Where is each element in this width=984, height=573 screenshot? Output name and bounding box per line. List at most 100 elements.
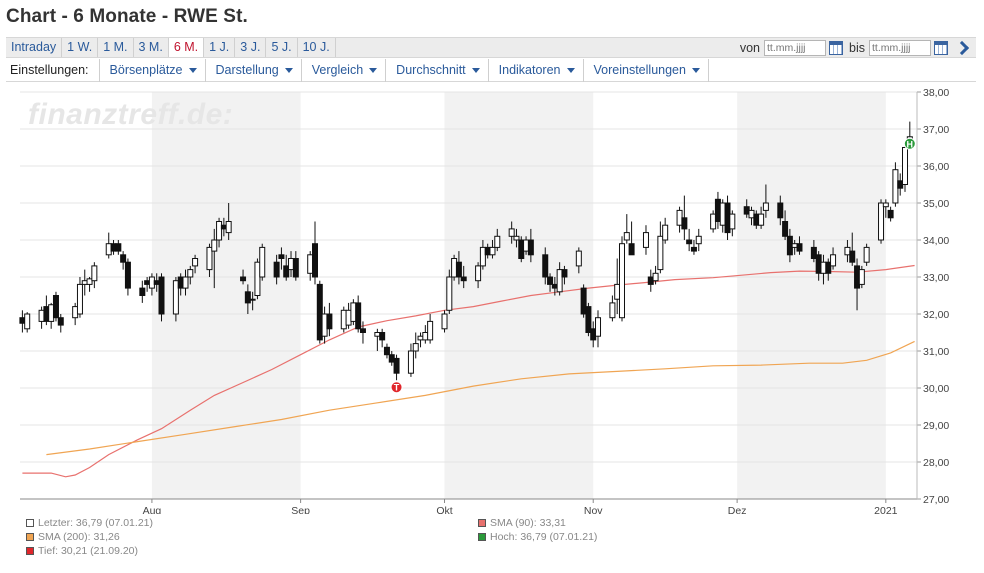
- menu-average[interactable]: Durchschnitt: [386, 58, 489, 82]
- y-tick-label: 38,00: [923, 87, 949, 99]
- calendar-icon[interactable]: [934, 41, 948, 55]
- tab-6-months[interactable]: 6 M.: [168, 38, 205, 57]
- candle-body: [484, 246, 491, 256]
- candle-body: [786, 235, 793, 256]
- chevron-right-icon[interactable]: [956, 41, 966, 55]
- candle-body: [451, 258, 458, 278]
- legend-label: Letzter: 36,79 (07.01.21): [38, 517, 153, 529]
- period-toolbar: Intraday 1 W. 1 M. 3 M. 6 M. 1 J. 3 J. 5…: [6, 37, 976, 58]
- candle-body: [810, 246, 817, 259]
- candle-body: [628, 243, 635, 256]
- candle-body: [561, 269, 568, 278]
- candle-body: [695, 235, 702, 245]
- candle-body: [91, 265, 98, 282]
- candle-body: [153, 280, 160, 285]
- legend-label: Hoch: 36,79 (07.01.21): [490, 531, 598, 543]
- candle-body: [820, 261, 827, 274]
- candle-body: [887, 209, 894, 219]
- caret-down-icon: [471, 67, 480, 73]
- candle-body: [321, 313, 328, 337]
- y-tick-label: 28,00: [923, 457, 949, 469]
- tab-1-year[interactable]: 1 J.: [204, 38, 236, 57]
- menu-compare[interactable]: Vergleich: [302, 58, 387, 82]
- candle-body: [254, 261, 261, 296]
- candle-body: [690, 246, 697, 252]
- candle-body: [513, 235, 520, 241]
- menu-presets[interactable]: Voreinstellungen: [584, 58, 709, 82]
- legend-entry: Hoch: 36,79 (07.01.21): [478, 531, 597, 543]
- candle-body: [225, 221, 232, 234]
- candle-body: [758, 213, 765, 226]
- legend-entry: SMA (200): 31,26: [26, 531, 120, 543]
- menu-indicators[interactable]: Indikatoren: [489, 58, 584, 82]
- candle-body: [796, 243, 803, 252]
- candle-body: [316, 283, 323, 341]
- candle-body: [57, 317, 64, 326]
- chart-legend: Letzter: 36,79 (07.01.21) SMA (90): 33,31…: [26, 517, 726, 561]
- candle-body: [777, 202, 784, 219]
- candle-body: [710, 213, 717, 230]
- tab-5-years[interactable]: 5 J.: [266, 38, 298, 57]
- y-tick-label: 33,00: [923, 272, 949, 284]
- candle-body: [158, 276, 165, 315]
- y-tick-label: 37,00: [923, 124, 949, 136]
- candle-body: [72, 306, 79, 319]
- candle-body: [460, 276, 467, 282]
- menu-label: Voreinstellungen: [593, 62, 686, 77]
- x-tick-label: 2021: [874, 505, 898, 514]
- candle-body: [105, 243, 112, 256]
- candle-body: [144, 280, 151, 285]
- menu-exchanges[interactable]: Börsenplätze: [100, 58, 206, 82]
- candle-body: [748, 209, 755, 219]
- legend-entry: SMA (90): 33,31: [478, 517, 566, 529]
- candle-body: [288, 258, 295, 271]
- x-tick-label: Okt: [436, 505, 452, 514]
- marker-label: H: [907, 139, 914, 149]
- candle-body: [216, 221, 223, 241]
- candle-body: [182, 276, 189, 289]
- candle-body: [110, 243, 117, 252]
- candle-body: [244, 291, 251, 304]
- candle-body: [345, 309, 352, 326]
- candle-body: [340, 309, 347, 330]
- from-date-input[interactable]: [764, 40, 827, 56]
- tab-10-years[interactable]: 10 J.: [298, 38, 336, 57]
- to-date-input[interactable]: [869, 40, 931, 56]
- candle-body: [849, 250, 856, 263]
- series-line: [22, 264, 915, 478]
- candle-body: [326, 313, 333, 330]
- candle-body: [551, 283, 558, 289]
- tab-1-month[interactable]: 1 M.: [98, 38, 134, 57]
- calendar-icon[interactable]: [829, 41, 844, 55]
- watermark-logo: finanztreff.de:: [28, 98, 234, 131]
- candle-body: [312, 243, 319, 278]
- candle-body: [422, 332, 429, 341]
- marker-badge: [390, 381, 403, 394]
- candle-body: [139, 287, 146, 297]
- candle-body: [518, 239, 525, 259]
- candle-body: [609, 302, 616, 319]
- menu-display[interactable]: Darstellung: [206, 58, 302, 82]
- tab-3-months[interactable]: 3 M.: [134, 38, 169, 57]
- caret-down-icon: [284, 67, 293, 73]
- month-band: [444, 92, 594, 499]
- date-range: von bis: [740, 39, 966, 57]
- price-chart[interactable]: 27,00 28,00 29,00 30,00 31,00 32,00 33,00 34,00…: [0, 84, 984, 564]
- candle-body: [580, 287, 587, 315]
- legend-label: Tief: 30,21 (21.09.20): [38, 545, 139, 557]
- menu-label: Börsenplätze: [109, 62, 183, 77]
- candle-body: [743, 206, 750, 215]
- legend-label: SMA (90): 33,31: [490, 517, 566, 529]
- tab-intraday[interactable]: Intraday: [6, 38, 63, 57]
- period-tabs: Intraday 1 W. 1 M. 3 M. 6 M. 1 J. 3 J. 5…: [6, 38, 336, 57]
- candle-body: [393, 357, 400, 374]
- tab-1-week[interactable]: 1 W.: [62, 38, 99, 57]
- candle-body: [575, 250, 582, 267]
- candle-body: [359, 328, 366, 334]
- tab-3-years[interactable]: 3 J.: [235, 38, 267, 57]
- candle-body: [844, 246, 851, 256]
- candle-body: [81, 280, 88, 285]
- legend-entry: Letzter: 36,79 (07.01.21): [26, 517, 153, 529]
- chart-canvas: 27,00 28,00 29,00 30,00 31,00 32,00 33,00 34,00…: [19, 87, 949, 514]
- candle-body: [815, 254, 822, 274]
